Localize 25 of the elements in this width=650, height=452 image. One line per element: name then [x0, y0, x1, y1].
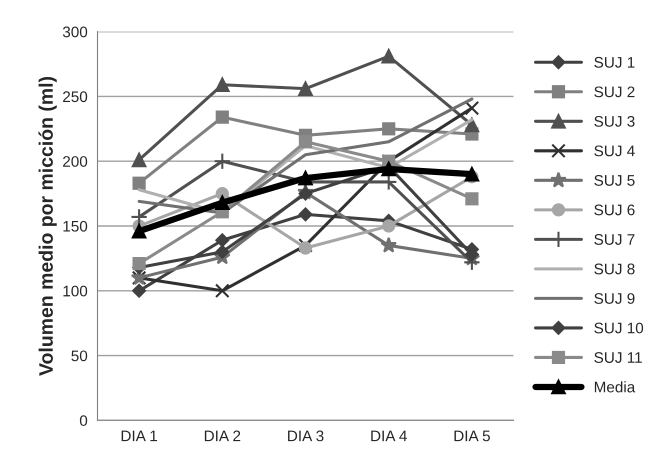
legend-label: SUJ 5 [594, 175, 635, 186]
legend-label: SUJ 8 [594, 264, 635, 274]
legend-label: SUJ 6 [594, 204, 635, 216]
legend-label: Media [594, 381, 636, 392]
y-tick-label: 250 [63, 91, 88, 102]
x-tick-label: DIA 5 [454, 430, 490, 442]
y-tick-label: 150 [63, 220, 88, 232]
y-tick-label: 0 [80, 415, 88, 426]
y-axis-title: Volumen medio por micción (ml) [38, 76, 57, 376]
y-tick-label: 200 [63, 156, 88, 167]
y-tick-label: 100 [63, 286, 88, 296]
legend-label: SUJ 2 [594, 86, 634, 98]
legend-label: SUJ 9 [594, 293, 635, 304]
x-tick-label: DIA 2 [204, 430, 240, 442]
x-tick-label: DIA 3 [288, 430, 324, 442]
x-tick-label: DIA 1 [122, 430, 158, 442]
legend-label: SUJ 1 [594, 56, 634, 68]
legend-label: SUJ 11 [594, 352, 642, 363]
legend-label: SUJ 4 [594, 145, 635, 156]
legend-label: SUJ 3 [594, 116, 635, 127]
y-tick-label: 300 [62, 26, 88, 38]
y-tick-label: 50 [71, 350, 88, 362]
x-tick-label: DIA 4 [371, 430, 407, 442]
legend-label: SUJ 7 [594, 234, 634, 245]
legend-label: SUJ 10 [594, 322, 644, 334]
